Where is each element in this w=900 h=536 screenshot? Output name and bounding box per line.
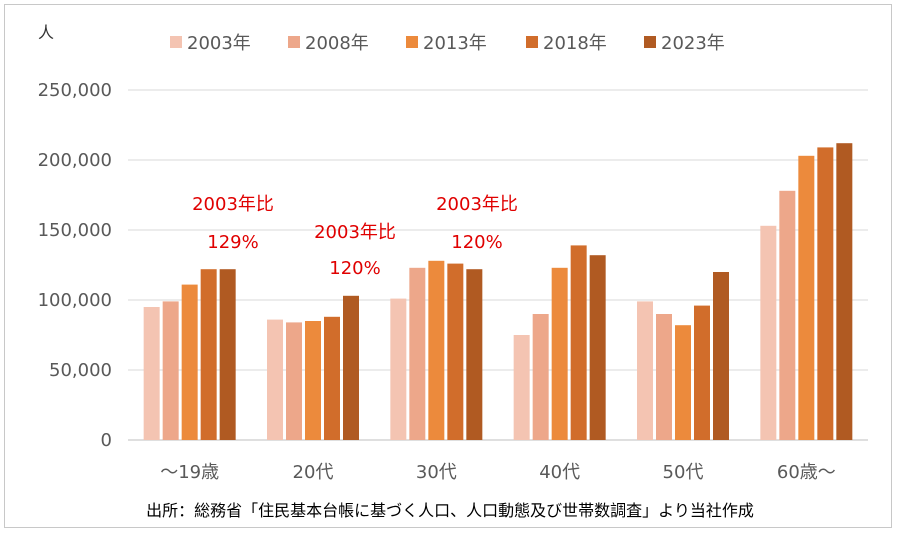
- y-tick-label: 250,000: [38, 80, 112, 101]
- bar: [713, 272, 729, 440]
- annotations: 2003年比 129% 2003年比 120% 2003年比 120%: [192, 194, 518, 279]
- y-tick-label: 150,000: [38, 220, 112, 241]
- category-label: 20代: [293, 462, 334, 483]
- category-label: ～19歳: [160, 462, 219, 483]
- legend: 2003年 2008年 2013年 2018年 2023年: [170, 33, 725, 54]
- source-note: 出所：総務省「住民基本台帳に基づく人口、人口動態及び世帯数調査」より当社作成: [146, 501, 754, 520]
- bar: [466, 269, 483, 440]
- bar: [656, 314, 672, 440]
- legend-swatch: [170, 36, 182, 48]
- bar: [513, 335, 530, 440]
- legend-swatch: [288, 36, 300, 48]
- annotation-line2: 129%: [207, 232, 258, 253]
- y-tick-label: 200,000: [38, 150, 112, 171]
- y-axis-ticks: 0 50,000 100,000 150,000 200,000 250,000: [38, 80, 112, 451]
- bar: [637, 301, 653, 440]
- bar: [267, 319, 283, 440]
- legend-swatch: [406, 36, 418, 48]
- legend-label: 2018年: [543, 33, 607, 54]
- bar: [694, 305, 710, 440]
- gridlines: [128, 89, 868, 441]
- bar: [409, 267, 426, 440]
- bar: [200, 269, 217, 440]
- bar: [817, 147, 834, 440]
- annotation-line1: 2003年比: [314, 222, 396, 243]
- bar: [551, 267, 568, 440]
- legend-label: 2023年: [661, 33, 725, 54]
- bar: [798, 155, 815, 441]
- bar: [428, 260, 445, 440]
- bar: [219, 269, 236, 440]
- unit-label: 人: [38, 23, 54, 42]
- bar: [779, 190, 796, 440]
- legend-swatch: [526, 36, 538, 48]
- bar: [181, 284, 198, 440]
- annotation-line2: 120%: [329, 258, 380, 279]
- bar: [143, 307, 160, 440]
- category-label: 50代: [663, 462, 704, 483]
- bars: [143, 143, 853, 441]
- y-tick-label: 50,000: [49, 360, 112, 381]
- category-label: 40代: [539, 462, 580, 483]
- legend-label: 2003年: [187, 33, 251, 54]
- bar: [589, 255, 606, 440]
- annotation-line1: 2003年比: [436, 194, 518, 215]
- y-tick-label: 100,000: [38, 290, 112, 311]
- bar: [760, 225, 777, 440]
- x-axis-categories: ～19歳 20代 30代 40代 50代 60歳～: [160, 462, 836, 483]
- annotation-line1: 2003年比: [192, 194, 274, 215]
- bar: [675, 325, 691, 440]
- chart-frame: [4, 4, 892, 528]
- annotation-line2: 120%: [451, 232, 502, 253]
- category-label: 30代: [416, 462, 457, 483]
- legend-label: 2013年: [423, 33, 487, 54]
- legend-swatch: [644, 36, 656, 48]
- bar: [447, 263, 464, 440]
- bar: [532, 314, 549, 440]
- bar: [343, 295, 359, 440]
- bar: [162, 301, 179, 440]
- bar: [324, 316, 340, 440]
- bar: [286, 322, 302, 440]
- legend-label: 2008年: [305, 33, 369, 54]
- bar: [390, 298, 407, 440]
- y-tick-label: 0: [101, 430, 112, 451]
- bar: [836, 143, 853, 440]
- bar: [305, 321, 321, 440]
- category-label: 60歳～: [777, 462, 836, 483]
- bar: [570, 245, 587, 440]
